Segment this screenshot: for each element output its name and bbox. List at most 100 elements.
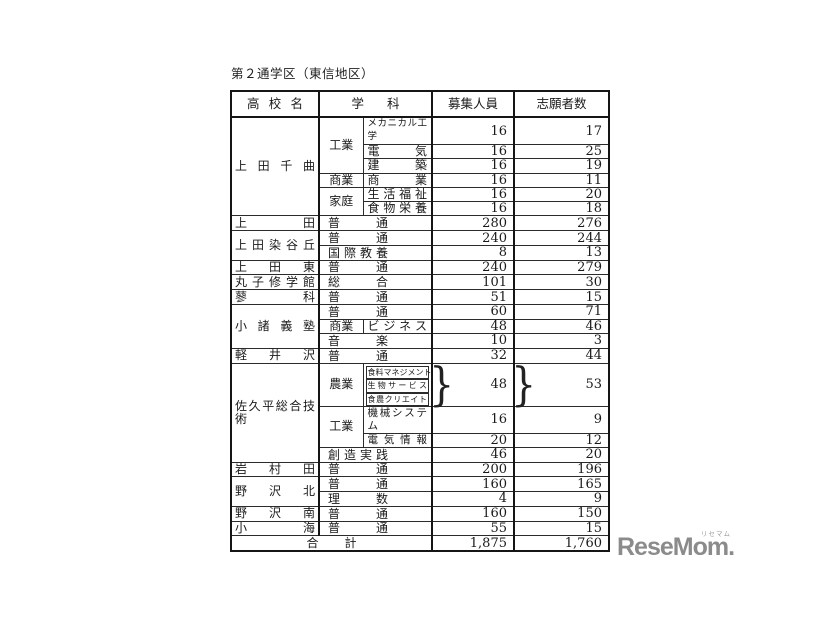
table-row: 上田染谷丘 普通 240 244 bbox=[230, 230, 610, 261]
sub-department-group-cell: 食料マネジメント 生物サービス 食農クリエイト bbox=[362, 362, 433, 407]
applicant-count-cell: 20 bbox=[513, 446, 610, 463]
recruit-count-cell: 20 bbox=[431, 432, 515, 448]
applicant-count-cell: 244 bbox=[513, 230, 610, 246]
department-name-cell: 国際教養 bbox=[318, 244, 433, 261]
applicant-count-cell: 13 bbox=[513, 244, 610, 261]
table-row: 佐久平総合技術 農業 食料マネジメント 生物サービス 食農クリエイト } 48 }… bbox=[230, 356, 610, 463]
applicant-count-cell: 165 bbox=[513, 476, 610, 493]
table-row: 蓼科 普通 51 15 bbox=[230, 289, 610, 305]
school-name-cell: 上田 bbox=[230, 215, 320, 232]
table-row: 国際教養 8 13 bbox=[231, 244, 610, 261]
recruit-count-cell: } 48 bbox=[429, 356, 515, 411]
applicant-count-cell: } 53 bbox=[511, 356, 610, 411]
school-name-cell: 野沢南 bbox=[230, 505, 320, 522]
table-row: 電気 16 25 bbox=[231, 143, 610, 160]
grouping-brace-icon: } bbox=[429, 356, 455, 411]
recruit-count-cell: 60 bbox=[431, 303, 515, 320]
applicant-count-cell: 3 bbox=[513, 333, 610, 349]
department-name-cell: 普通 bbox=[318, 289, 433, 305]
district-title: 第２通学区（東信地区） bbox=[231, 67, 375, 81]
department-name-cell: 音楽 bbox=[318, 333, 433, 349]
recruit-count-cell: 55 bbox=[431, 520, 515, 537]
applicant-count-cell: 276 bbox=[513, 215, 610, 232]
recruit-count-cell: 51 bbox=[431, 289, 515, 305]
table-row: 上田 普通 280 276 bbox=[230, 215, 610, 232]
grouping-brace-icon: } bbox=[511, 356, 537, 411]
applicant-count-cell: 46 bbox=[513, 318, 610, 335]
applicant-count-cell: 196 bbox=[513, 461, 610, 478]
resemom-logo-ruby-text: リセマム bbox=[701, 531, 731, 538]
department-category-cell: 商業 bbox=[318, 318, 364, 335]
total-row: 合計 1,875 1,760 bbox=[230, 535, 610, 552]
applicant-count-cell: 20 bbox=[513, 186, 610, 203]
department-name-cell: 普通 bbox=[318, 230, 433, 246]
recruit-count-cell: 240 bbox=[431, 259, 515, 276]
department-category-cell: 商業 bbox=[318, 172, 364, 188]
department-name-cell: 総合 bbox=[318, 274, 433, 291]
recruit-count-cell: 280 bbox=[431, 215, 515, 232]
header-row: 高校名 学科 募集人員 志願者数 bbox=[230, 90, 610, 118]
school-name-cell: 岩村田 bbox=[230, 461, 320, 478]
department-name-cell: 食物栄養 bbox=[362, 201, 433, 217]
sub-department-stack: 食料マネジメント 生物サービス 食農クリエイト bbox=[364, 365, 432, 407]
recruit-count-cell: 240 bbox=[431, 230, 515, 246]
col-header-department: 学科 bbox=[318, 90, 433, 118]
applicant-count-cell: 25 bbox=[513, 143, 610, 160]
applicant-count-cell: 44 bbox=[513, 347, 610, 364]
department-category-cell: 農業 bbox=[318, 362, 364, 407]
applicant-count-cell: 18 bbox=[513, 201, 610, 217]
department-name-cell: 普通 bbox=[318, 215, 433, 232]
department-name-cell: 建築 bbox=[362, 158, 433, 174]
department-name-cell: 普通 bbox=[318, 476, 433, 493]
recruit-count-cell: 160 bbox=[431, 505, 515, 522]
table-row: 丸子修学館 総合 101 30 bbox=[230, 274, 610, 291]
department-name-cell: 生活福祉 bbox=[362, 186, 433, 203]
recruit-count-cell: 160 bbox=[431, 476, 515, 493]
document-sheet: 第２通学区（東信地区） 高校名 学科 募集人員 志願者数 上田千曲 工業 メカニ… bbox=[230, 63, 610, 553]
school-name-cell: 上田東 bbox=[230, 259, 320, 276]
department-name-cell: 普通 bbox=[318, 520, 433, 537]
school-name-cell: 小海 bbox=[230, 520, 320, 537]
applicant-count-cell: 30 bbox=[513, 274, 610, 291]
department-name-cell: 電気 bbox=[362, 143, 433, 160]
school-name-cell: 佐久平総合技術 bbox=[230, 362, 320, 463]
applicant-count-cell: 15 bbox=[513, 289, 610, 305]
table-row: 家庭 生活福祉 16 20 bbox=[231, 186, 610, 217]
table-row: 電気情報 20 12 bbox=[231, 432, 610, 448]
recruit-count-cell: 16 bbox=[431, 172, 515, 188]
total-recruit-cell: 1,875 bbox=[431, 535, 515, 552]
recruit-count-cell: 200 bbox=[431, 461, 515, 478]
applicant-count-cell: 15 bbox=[513, 520, 610, 537]
applicant-count-cell: 17 bbox=[513, 116, 610, 145]
department-name-cell: 創造実践 bbox=[318, 446, 433, 463]
sub-department-box: 食料マネジメント bbox=[365, 365, 432, 380]
table-row: 小海 普通 55 15 bbox=[230, 520, 610, 537]
table-row: 商業 ビジネス 48 46 bbox=[231, 318, 610, 335]
table-row: 野沢北 普通 160 165 bbox=[230, 476, 610, 507]
resemom-logo-text: ReseMom. bbox=[617, 533, 735, 561]
school-name-cell: 上田染谷丘 bbox=[230, 230, 320, 261]
recruit-count-cell: 101 bbox=[431, 274, 515, 291]
table-row: 岩村田 普通 200 196 bbox=[230, 461, 610, 478]
table-row: 商業 商業 16 11 bbox=[231, 172, 610, 188]
recruit-count-cell: 16 bbox=[431, 186, 515, 203]
department-name-cell: ビジネス bbox=[362, 318, 433, 335]
applicant-count-cell: 9 bbox=[513, 491, 610, 507]
school-name-cell: 蓼科 bbox=[230, 289, 320, 305]
recruit-count-cell: 16 bbox=[431, 405, 515, 434]
department-category-cell: 工業 bbox=[318, 405, 364, 448]
department-name-cell: 普通 bbox=[318, 259, 433, 276]
table-row: 音楽 10 3 bbox=[231, 333, 610, 349]
recruit-count-cell: 48 bbox=[431, 318, 515, 335]
department-category-cell: 工業 bbox=[318, 116, 364, 174]
table-row: 小諸義塾 普通 60 71 bbox=[230, 303, 610, 349]
department-name-cell: 普通 bbox=[318, 461, 433, 478]
school-name-cell: 軽井沢 bbox=[230, 347, 320, 364]
school-name-cell: 小諸義塾 bbox=[230, 303, 320, 349]
total-applicants-cell: 1,760 bbox=[513, 535, 610, 552]
table-row: 食物栄養 16 18 bbox=[231, 201, 610, 217]
admissions-table: 高校名 学科 募集人員 志願者数 上田千曲 工業 メカニカル工学 16 17 電… bbox=[230, 90, 610, 553]
col-header-school: 高校名 bbox=[230, 90, 320, 118]
department-category-cell: 家庭 bbox=[318, 186, 364, 217]
resemom-logo: リセマム ReseMom. bbox=[617, 528, 747, 564]
